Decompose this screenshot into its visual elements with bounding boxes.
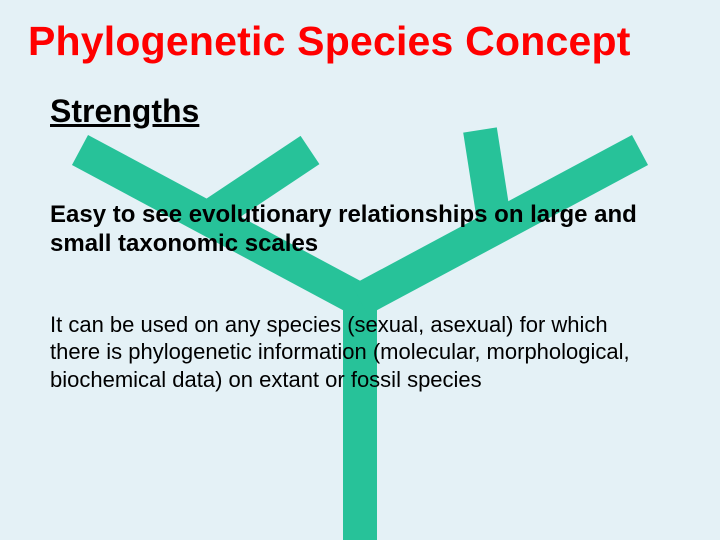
slide-subtitle: Strengths (50, 93, 692, 130)
strength-point-2: It can be used on any species (sexual, a… (50, 311, 632, 394)
slide-title: Phylogenetic Species Concept (28, 18, 692, 65)
slide-content: Phylogenetic Species Concept Strengths E… (0, 0, 720, 394)
strength-point-1: Easy to see evolutionary relationships o… (50, 200, 662, 259)
